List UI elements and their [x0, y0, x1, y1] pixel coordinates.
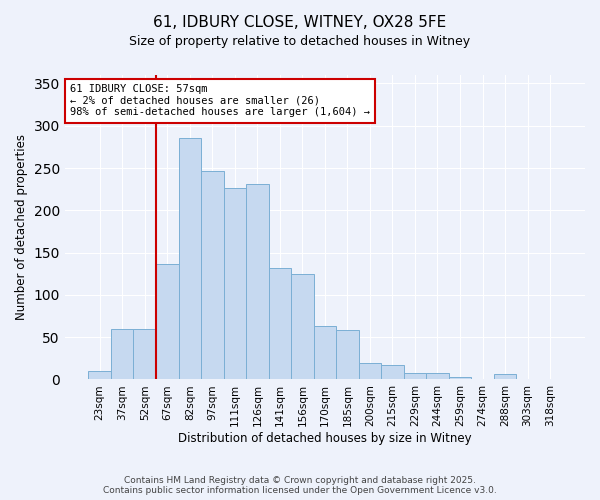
Bar: [201, 170, 224, 380]
Bar: [133, 328, 156, 380]
Bar: [381, 365, 404, 380]
Bar: [179, 138, 201, 380]
Bar: [246, 184, 269, 380]
Text: Contains HM Land Registry data © Crown copyright and database right 2025.
Contai: Contains HM Land Registry data © Crown c…: [103, 476, 497, 495]
Bar: [426, 372, 449, 380]
Text: Size of property relative to detached houses in Witney: Size of property relative to detached ho…: [130, 35, 470, 48]
X-axis label: Distribution of detached houses by size in Witney: Distribution of detached houses by size …: [178, 432, 472, 445]
Bar: [404, 372, 426, 380]
Bar: [449, 377, 471, 380]
Bar: [359, 364, 381, 380]
Text: 61, IDBURY CLOSE, WITNEY, OX28 5FE: 61, IDBURY CLOSE, WITNEY, OX28 5FE: [154, 15, 446, 30]
Bar: [314, 326, 336, 380]
Bar: [291, 274, 314, 380]
Bar: [494, 374, 517, 380]
Bar: [88, 371, 111, 380]
Bar: [111, 328, 133, 380]
Bar: [156, 264, 179, 380]
Text: 61 IDBURY CLOSE: 57sqm
← 2% of detached houses are smaller (26)
98% of semi-deta: 61 IDBURY CLOSE: 57sqm ← 2% of detached …: [70, 84, 370, 117]
Bar: [224, 188, 246, 380]
Bar: [336, 330, 359, 380]
Y-axis label: Number of detached properties: Number of detached properties: [15, 134, 28, 320]
Bar: [269, 268, 291, 380]
